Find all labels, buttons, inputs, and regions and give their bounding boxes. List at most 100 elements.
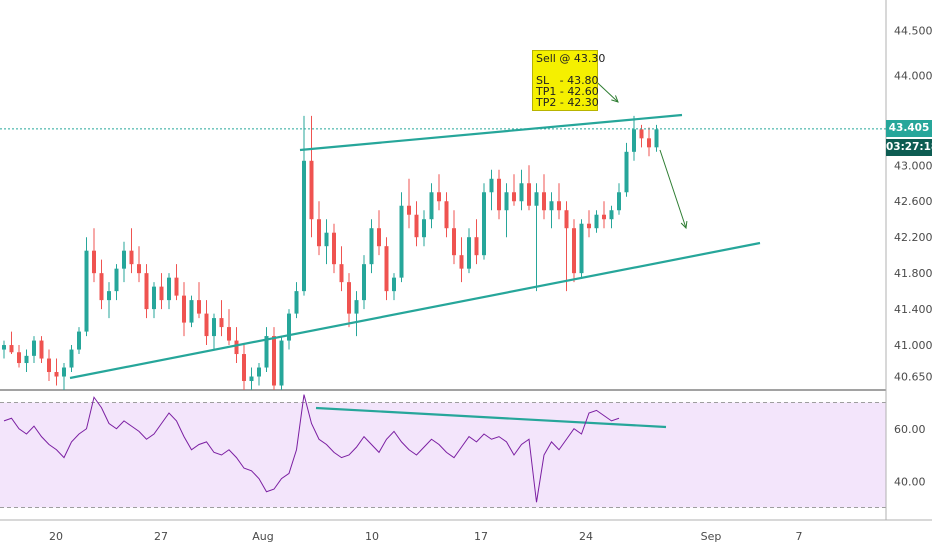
- candle-body: [32, 340, 36, 356]
- candle-body: [77, 331, 81, 350]
- candle-body: [264, 336, 269, 368]
- candle-body: [654, 129, 659, 148]
- candle-body: [602, 214, 606, 220]
- candle-body: [444, 201, 449, 229]
- candle-body: [302, 160, 306, 292]
- candle-body: [362, 264, 366, 301]
- price-pane-bg: [0, 0, 886, 390]
- candle-body: [24, 355, 29, 364]
- time-tick-label: 10: [365, 530, 379, 543]
- candle-body: [459, 255, 464, 269]
- candle-body: [489, 178, 494, 193]
- price-tick-label: 44.500: [894, 24, 932, 37]
- countdown-badge: 03:27:18: [886, 138, 932, 156]
- target-arrow-head: [680, 220, 688, 230]
- candle-body: [114, 268, 119, 292]
- candle-body: [377, 228, 381, 247]
- candle-body: [474, 237, 479, 256]
- candle-body: [69, 349, 74, 368]
- candle-body: [384, 246, 389, 292]
- candle-body: [437, 192, 441, 202]
- note-line-3: SL - 43.80: [536, 74, 599, 87]
- candle-body: [624, 151, 629, 193]
- candle-body: [347, 282, 351, 314]
- candle-body: [197, 300, 201, 314]
- candle-body: [204, 313, 209, 337]
- candles: [2, 115, 659, 390]
- candle-body: [519, 183, 524, 202]
- rsi-tick-label: 40.00: [894, 475, 926, 488]
- candle-body: [609, 210, 614, 220]
- time-tick-label: 7: [796, 530, 803, 543]
- price-tick-label: 41.800: [894, 267, 932, 280]
- price-tick-label: 42.600: [894, 195, 932, 208]
- candle-body: [167, 277, 171, 301]
- candle-body: [414, 214, 419, 238]
- candle-body: [309, 160, 314, 220]
- candle-body: [84, 250, 89, 332]
- candle-body: [527, 183, 531, 206]
- candle-body: [39, 340, 44, 359]
- price-tick-label: 40.650: [894, 371, 932, 384]
- candle-body: [257, 367, 261, 377]
- candle-body: [219, 318, 224, 328]
- drawings: [69, 71, 761, 429]
- time-tick-label: 27: [154, 530, 168, 543]
- candle-body: [227, 327, 231, 341]
- time-tick-label: Sep: [701, 530, 722, 543]
- time-tick-label: 17: [474, 530, 488, 543]
- note-line-1: Sell @ 43.30: [536, 52, 606, 65]
- candle-body: [249, 376, 254, 382]
- price-axis: 44.500 44.000 43.000 42.600 42.200 41.800 41.4…: [894, 24, 932, 383]
- candle-body: [429, 192, 434, 220]
- candle-body: [159, 286, 164, 301]
- candle-body: [632, 129, 636, 152]
- candle-body: [234, 340, 239, 355]
- note-line-5: TP2 - 42.30: [536, 96, 599, 109]
- candle-body: [422, 219, 426, 238]
- candle-body: [564, 210, 569, 229]
- candle-body: [144, 273, 149, 310]
- candle-body: [317, 219, 321, 247]
- candle-body: [324, 232, 329, 247]
- candle-body: [107, 291, 111, 301]
- candle-body: [617, 192, 621, 211]
- upper-channel-line: [299, 113, 683, 152]
- candle-body: [129, 250, 134, 265]
- price-tick-label: 42.200: [894, 231, 932, 244]
- note-arrow-head: [611, 95, 619, 103]
- candle-body: [549, 201, 554, 211]
- candle-body: [92, 250, 96, 274]
- trade-note[interactable]: Sell @ 43.30 SL - 43.80 TP1 - 42.60 TP2 …: [532, 50, 606, 111]
- candle-body: [182, 295, 186, 323]
- time-tick-label: 24: [579, 530, 593, 543]
- candle-body: [174, 277, 179, 296]
- price-tick-label: 41.000: [894, 339, 932, 352]
- candle-body: [339, 264, 344, 283]
- candle-body: [279, 340, 284, 386]
- rsi-tick-label: 60.00: [894, 423, 926, 436]
- candle-body: [2, 345, 6, 350]
- candle-body: [354, 300, 359, 314]
- candle-body: [392, 277, 396, 292]
- candle-body: [17, 352, 21, 364]
- candle-body: [467, 237, 471, 269]
- target-arrow: [659, 149, 687, 229]
- candle-body: [572, 228, 576, 274]
- candle-body: [242, 354, 246, 382]
- rsi-trendline: [315, 406, 667, 429]
- candle-body: [399, 205, 404, 278]
- candle-body: [212, 318, 216, 337]
- candle-body: [369, 228, 374, 265]
- candle-body: [272, 336, 276, 386]
- price-tick-label: 41.400: [894, 303, 932, 316]
- time-tick-label: 20: [49, 530, 63, 543]
- time-tick-label: Aug: [252, 530, 273, 543]
- candle-body: [122, 250, 126, 269]
- candle-body: [587, 223, 591, 229]
- price-tick-label: 44.000: [894, 69, 932, 82]
- candle-body: [9, 345, 14, 353]
- lower-channel-line: [69, 241, 761, 380]
- candle-body: [287, 313, 291, 341]
